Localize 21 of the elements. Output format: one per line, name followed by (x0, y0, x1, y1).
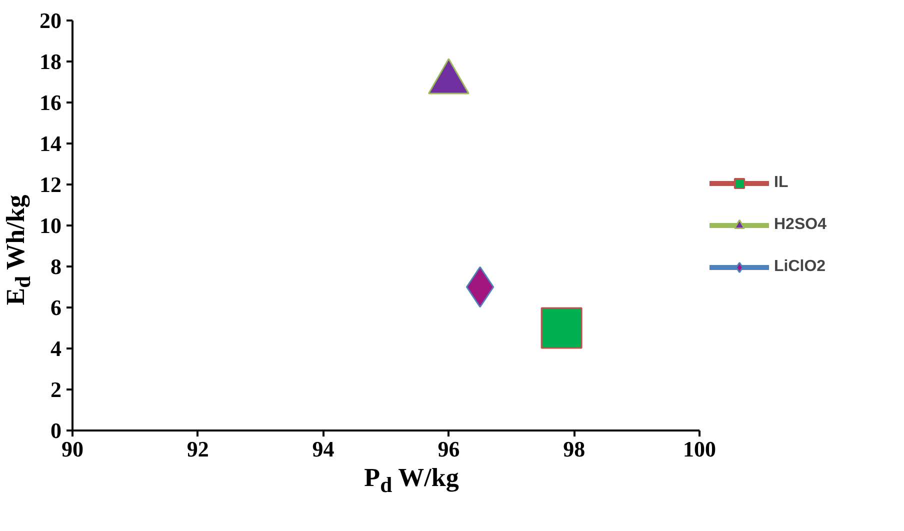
y-tick-label: 4 (50, 336, 62, 361)
y-tick-label: 10 (40, 213, 62, 238)
legend-label: LiClO2 (774, 258, 827, 276)
legend-label: H2SO4 (774, 216, 828, 234)
y-tick-label: 0 (50, 418, 62, 443)
x-axis-title: P$_{d}$ W/kg (364, 463, 459, 498)
y-tick-label: 12 (40, 172, 62, 197)
y-tick-label: 6 (50, 295, 62, 320)
y-tick-label: 8 (50, 254, 62, 279)
x-tick-label: 98 (563, 436, 586, 462)
y-tick-label: 14 (40, 131, 62, 156)
x-tick-label: 92 (186, 436, 209, 462)
x-tick-label: 94 (312, 436, 334, 462)
x-tick-label: 96 (438, 436, 460, 462)
y-tick-label: 16 (40, 90, 62, 115)
x-tick-label: 90 (62, 436, 84, 462)
y-tick-label: 2 (50, 377, 62, 402)
y-tick-label: 18 (40, 49, 62, 74)
legend-label: IL (774, 174, 790, 192)
y-tick-label: 20 (40, 8, 62, 33)
x-tick-label: 100 (683, 436, 716, 462)
